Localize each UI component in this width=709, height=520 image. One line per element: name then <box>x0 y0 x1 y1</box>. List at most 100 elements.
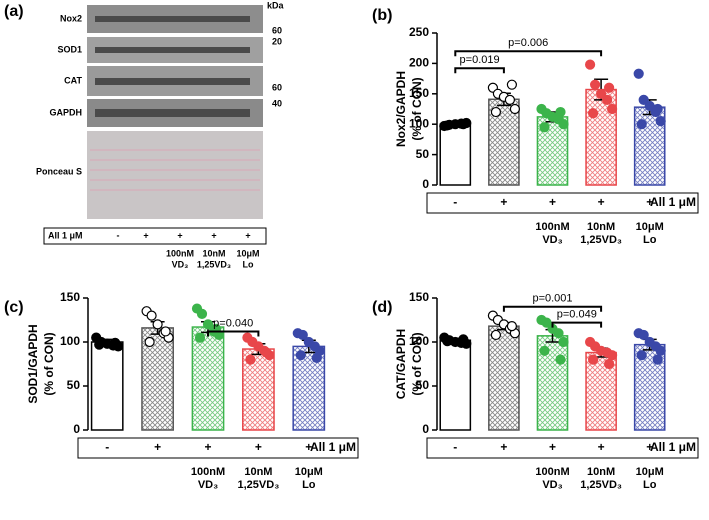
unit: kDa <box>267 0 285 10</box>
y-tick-label: 150 <box>409 290 429 304</box>
category: + <box>500 440 507 454</box>
group-label: 100nM <box>535 466 569 478</box>
blot-ponceau <box>87 131 263 219</box>
data-point <box>196 308 208 319</box>
group-label: 10nM <box>587 466 615 478</box>
data-point <box>504 94 515 105</box>
data-point <box>506 79 517 90</box>
bracket <box>502 305 603 312</box>
group-label: 10μM <box>636 221 664 233</box>
bracket <box>454 67 505 74</box>
data-point <box>603 358 615 370</box>
ponceau-stripes <box>90 149 260 191</box>
treatment-box <box>426 192 699 214</box>
bar <box>439 339 472 431</box>
data-point <box>587 354 599 365</box>
p-value: p=0.040 <box>213 317 253 329</box>
group-label: 10μM <box>236 248 259 258</box>
bar <box>90 341 124 431</box>
p-value: p=0.049 <box>557 309 597 321</box>
bracket <box>551 321 603 328</box>
data-point <box>311 352 322 363</box>
data-point <box>655 345 666 356</box>
data-point <box>245 354 256 365</box>
group-label: 10nM <box>202 248 225 258</box>
data-point <box>160 326 171 337</box>
data-point <box>636 350 647 361</box>
treatment-box <box>426 437 699 459</box>
y-axis-label: (% of CON) <box>410 77 424 140</box>
data-point <box>606 103 618 115</box>
y-axis-label: CAT/GAPDH <box>394 329 408 399</box>
data-point <box>555 106 566 118</box>
group-label: 1,25VD₃ <box>580 234 622 246</box>
group-label: 10μM <box>636 466 664 478</box>
data-point <box>442 336 453 347</box>
data-point <box>539 345 550 356</box>
y-tick-label: 200 <box>409 56 429 70</box>
data-point <box>110 337 121 348</box>
data-point <box>589 79 601 90</box>
category: + <box>598 195 605 209</box>
y-tick-label: 150 <box>60 290 80 304</box>
group-label: 10nM <box>244 466 272 478</box>
group-label: Lo <box>302 479 316 491</box>
bar <box>488 325 520 431</box>
group-label: VD₃ <box>542 234 562 246</box>
row-label: All 1 μM <box>650 195 696 209</box>
marker: 60 <box>272 82 282 92</box>
bracket <box>207 330 260 337</box>
group-label: VD₃ <box>542 479 562 491</box>
data-point <box>144 336 155 348</box>
data-point <box>295 350 306 361</box>
bracket <box>454 50 603 57</box>
data-point <box>541 317 552 328</box>
p-value: p=0.001 <box>532 293 572 305</box>
category: + <box>500 195 507 209</box>
data-point <box>636 119 647 130</box>
category: + <box>646 195 653 209</box>
category: + <box>549 440 556 454</box>
y-tick-label: 0 <box>422 177 429 191</box>
panel-label: (a) <box>4 3 24 20</box>
panel-label: (d) <box>372 299 392 316</box>
y-axis-label: (% of CON) <box>410 332 424 395</box>
row-label: All 1 μM <box>650 440 696 454</box>
data-point <box>633 68 644 79</box>
data-point <box>652 103 663 115</box>
panel-label: (c) <box>4 299 24 316</box>
data-point <box>509 103 521 115</box>
data-point <box>606 350 618 361</box>
group-label: 1,25VD₃ <box>238 479 280 491</box>
y-tick-label: 50 <box>416 378 430 392</box>
data-point <box>638 329 649 341</box>
y-axis-label: (% of CON) <box>42 332 56 395</box>
y-tick-label: 50 <box>67 378 81 392</box>
data-point <box>458 119 469 130</box>
category: - <box>105 440 109 454</box>
row-label: All 1 μM <box>48 230 83 240</box>
data-point <box>584 59 596 70</box>
group-label: 100nM <box>535 221 569 233</box>
bar <box>439 123 472 186</box>
treatment-box <box>77 437 359 459</box>
data-point <box>603 82 615 93</box>
data-point <box>490 329 501 341</box>
row-label: SOD1 <box>57 44 82 54</box>
data-point <box>442 120 453 131</box>
group-label: 100nM <box>191 466 225 478</box>
group-label: VD₃ <box>198 479 218 491</box>
y-tick-label: 100 <box>409 334 429 348</box>
panel-label: (b) <box>372 7 392 24</box>
data-point <box>152 319 163 330</box>
row-label: CAT <box>64 75 82 85</box>
bar <box>191 326 225 431</box>
marker: 20 <box>272 36 282 46</box>
group-label: 100nM <box>166 248 194 258</box>
data-point <box>638 94 649 105</box>
data-point <box>490 106 501 118</box>
y-axis-label: Nox2/GAPDH <box>394 71 408 147</box>
data-point <box>506 321 517 332</box>
category: - <box>453 195 457 209</box>
y-tick-label: 150 <box>409 86 429 100</box>
